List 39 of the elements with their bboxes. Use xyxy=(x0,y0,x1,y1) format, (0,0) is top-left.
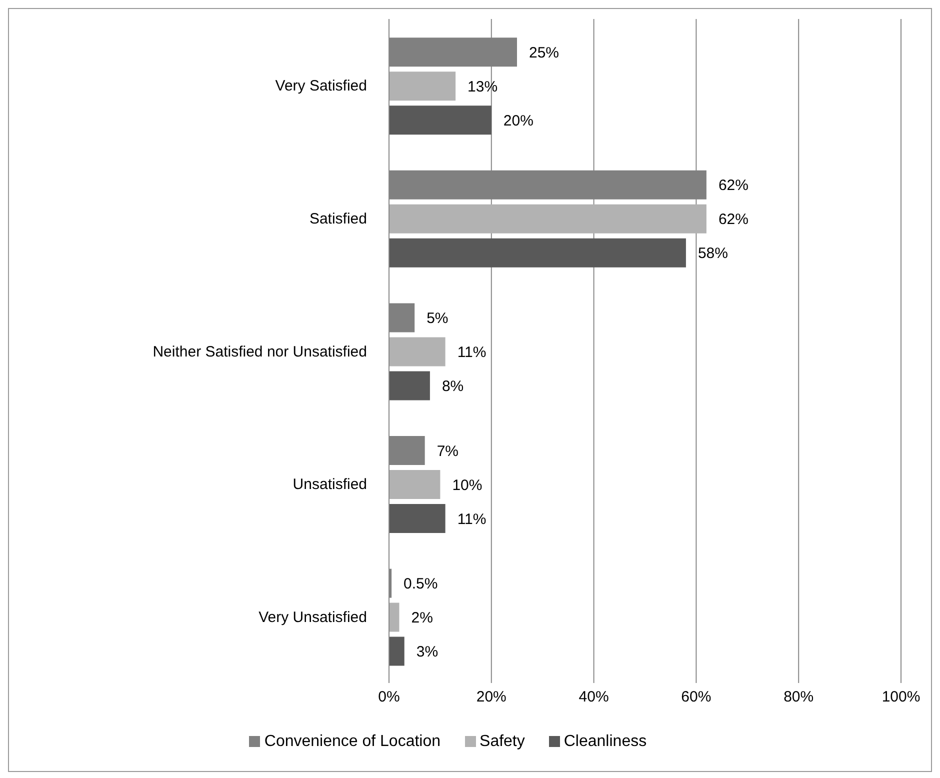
data-label: 11% xyxy=(457,344,486,362)
data-label: 11% xyxy=(457,510,486,528)
data-label: 3% xyxy=(416,644,438,661)
data-label: 5% xyxy=(426,310,448,328)
legend-label: Cleanliness xyxy=(564,733,647,750)
bar xyxy=(389,106,492,135)
x-tick-label: 0% xyxy=(378,688,400,706)
legend-label: Safety xyxy=(480,733,525,750)
legend-label: Convenience of Location xyxy=(264,733,441,750)
y-tick-label: Neither Satisfied nor Unsatisfied xyxy=(152,343,367,360)
data-label: 8% xyxy=(442,378,464,396)
x-tick-label: 60% xyxy=(681,688,712,706)
bar xyxy=(389,504,446,533)
bar xyxy=(389,204,706,234)
data-label: 0.5% xyxy=(404,576,438,593)
data-label: 10% xyxy=(452,476,482,494)
bar xyxy=(389,636,404,666)
data-label: 2% xyxy=(411,610,433,627)
bar xyxy=(389,371,430,400)
x-tick-label: 40% xyxy=(578,688,609,706)
bar xyxy=(389,470,440,499)
bar xyxy=(389,238,686,268)
data-label: 58% xyxy=(698,245,728,262)
data-label: 62% xyxy=(718,211,748,228)
bar xyxy=(389,602,400,632)
data-label: 13% xyxy=(468,78,498,96)
y-tick-label: Satisfied xyxy=(309,210,367,228)
data-label: 25% xyxy=(529,44,560,62)
y-tick-label: Very Satisfied xyxy=(275,78,367,95)
bar xyxy=(389,72,456,101)
x-tick-label: 80% xyxy=(784,688,814,706)
data-label: 20% xyxy=(503,112,534,130)
x-tick-label: 20% xyxy=(476,688,506,706)
data-label: 7% xyxy=(436,442,459,460)
y-tick-label: Very Unsatisfied xyxy=(258,608,367,626)
bar xyxy=(389,337,446,366)
y-tick-label: Unsatisfied xyxy=(292,476,367,494)
x-tick-label: 100% xyxy=(882,688,920,706)
data-label: 62% xyxy=(718,177,748,194)
